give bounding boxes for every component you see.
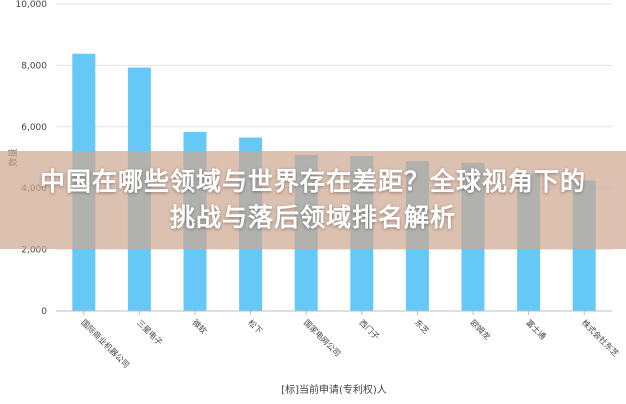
x-axis-label: [标]当前申请(专利权)人 [281, 383, 387, 396]
title-banner: 中国在哪些领域与世界存在差距？全球视角下的挑战与落后领域排名解析 [0, 151, 626, 249]
x-tick-label: 欧姆龙 [469, 317, 493, 341]
y-tick-label: 10,000 [16, 0, 48, 10]
x-tick-label: 松下 [246, 317, 264, 335]
x-tick-label: 三星电子 [135, 317, 165, 347]
y-tick-label: 8,000 [21, 61, 47, 71]
x-tick-label: 东芝 [413, 317, 431, 335]
x-tick-label: 微软 [191, 317, 209, 335]
x-tick-label: 株式会社东芝 [580, 317, 621, 358]
x-tick-label: 富士通 [524, 317, 548, 341]
y-tick-label: 6,000 [21, 123, 47, 133]
overlay-title: 中国在哪些领域与世界存在差距？全球视角下的挑战与落后领域排名解析 [39, 167, 586, 232]
x-tick-label: 国家电网公司 [302, 317, 343, 358]
y-tick-label: 0 [41, 307, 47, 317]
x-axis-ticks: 国际商业机器公司 三星电子 微软 松下 国家电网公司 西门子 东芝 欧姆龙 富士通 株式会社东芝 [79, 311, 621, 370]
x-tick-label: 西门子 [357, 317, 381, 341]
y-tick-label: 2,000 [21, 246, 47, 256]
x-tick-label: 国际商业机器公司 [79, 317, 131, 369]
